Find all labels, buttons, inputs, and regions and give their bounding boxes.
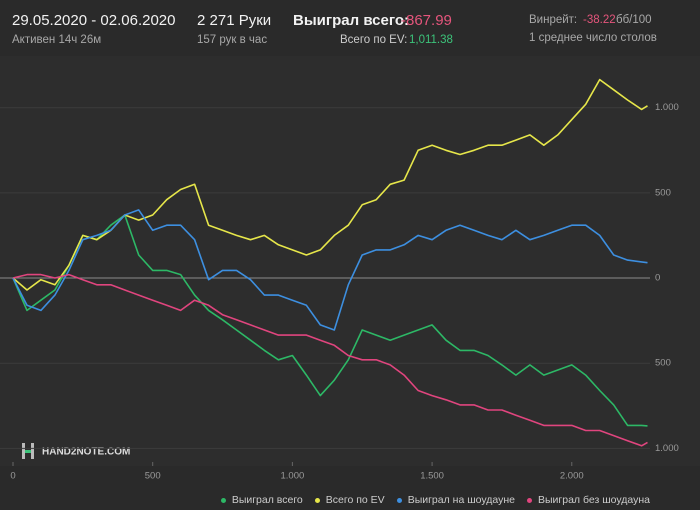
legend-swatch (527, 497, 532, 503)
watermark: HAND2NOTE.COM (42, 447, 130, 458)
y-tick-label: 500 (655, 187, 671, 198)
series-line (12, 214, 648, 427)
legend-swatch (396, 497, 402, 503)
x-tick-label: 1.000 (280, 471, 304, 482)
legend-label: Выиграл на шоудауне (407, 494, 515, 506)
active-time: Активен 14ч 26м (12, 34, 102, 46)
legend: Выиграл всего Всего по EV Выиграл на шоуда… (220, 494, 650, 506)
x-tick-label: 1.500 (420, 471, 444, 482)
y-tick-label: 500 (655, 358, 671, 369)
y-tick-label: 1.000 (655, 443, 679, 454)
legend-label: Выиграл всего (231, 494, 303, 506)
won-label: Выиграл всего: (293, 12, 410, 29)
winrate-label: Винрейт: (529, 14, 578, 26)
hands: 2 271 Руки (197, 12, 272, 29)
ev-value: 1,011.38 (409, 34, 453, 46)
winrate-value: -38.22 (583, 14, 616, 26)
legend-item: Всего по EV (314, 494, 385, 506)
plot-background (0, 56, 700, 466)
ev-label: Всего по EV: (340, 34, 408, 46)
won-value: -867.99 (401, 12, 452, 29)
dates: 29.05.2020 - 02.06.2020 (12, 12, 176, 29)
y-tick-label: 0 (655, 273, 660, 284)
legend-label: Выиграл без шоудауна (538, 494, 650, 506)
tables: 1 среднее число столов (529, 32, 657, 44)
winrate-unit: бб/100 (616, 14, 652, 26)
legend-label: Всего по EV (325, 494, 385, 506)
legend-item: Выиграл без шоудауна (527, 494, 650, 506)
legend-item: Выиграл на шоудауне (396, 494, 515, 506)
x-tick-label: 500 (145, 471, 161, 482)
hands-per-hour: 157 рук в час (197, 34, 268, 46)
logo (22, 443, 34, 459)
legend-swatch (220, 497, 226, 503)
legend-swatch (314, 497, 320, 503)
x-tick-label: 2.000 (560, 471, 584, 482)
legend-item: Выиграл всего (220, 494, 303, 506)
x-tick-label: 0 (10, 471, 15, 482)
series-line (12, 273, 648, 447)
series-line (12, 209, 648, 331)
y-tick-label: 1.000 (655, 102, 679, 113)
